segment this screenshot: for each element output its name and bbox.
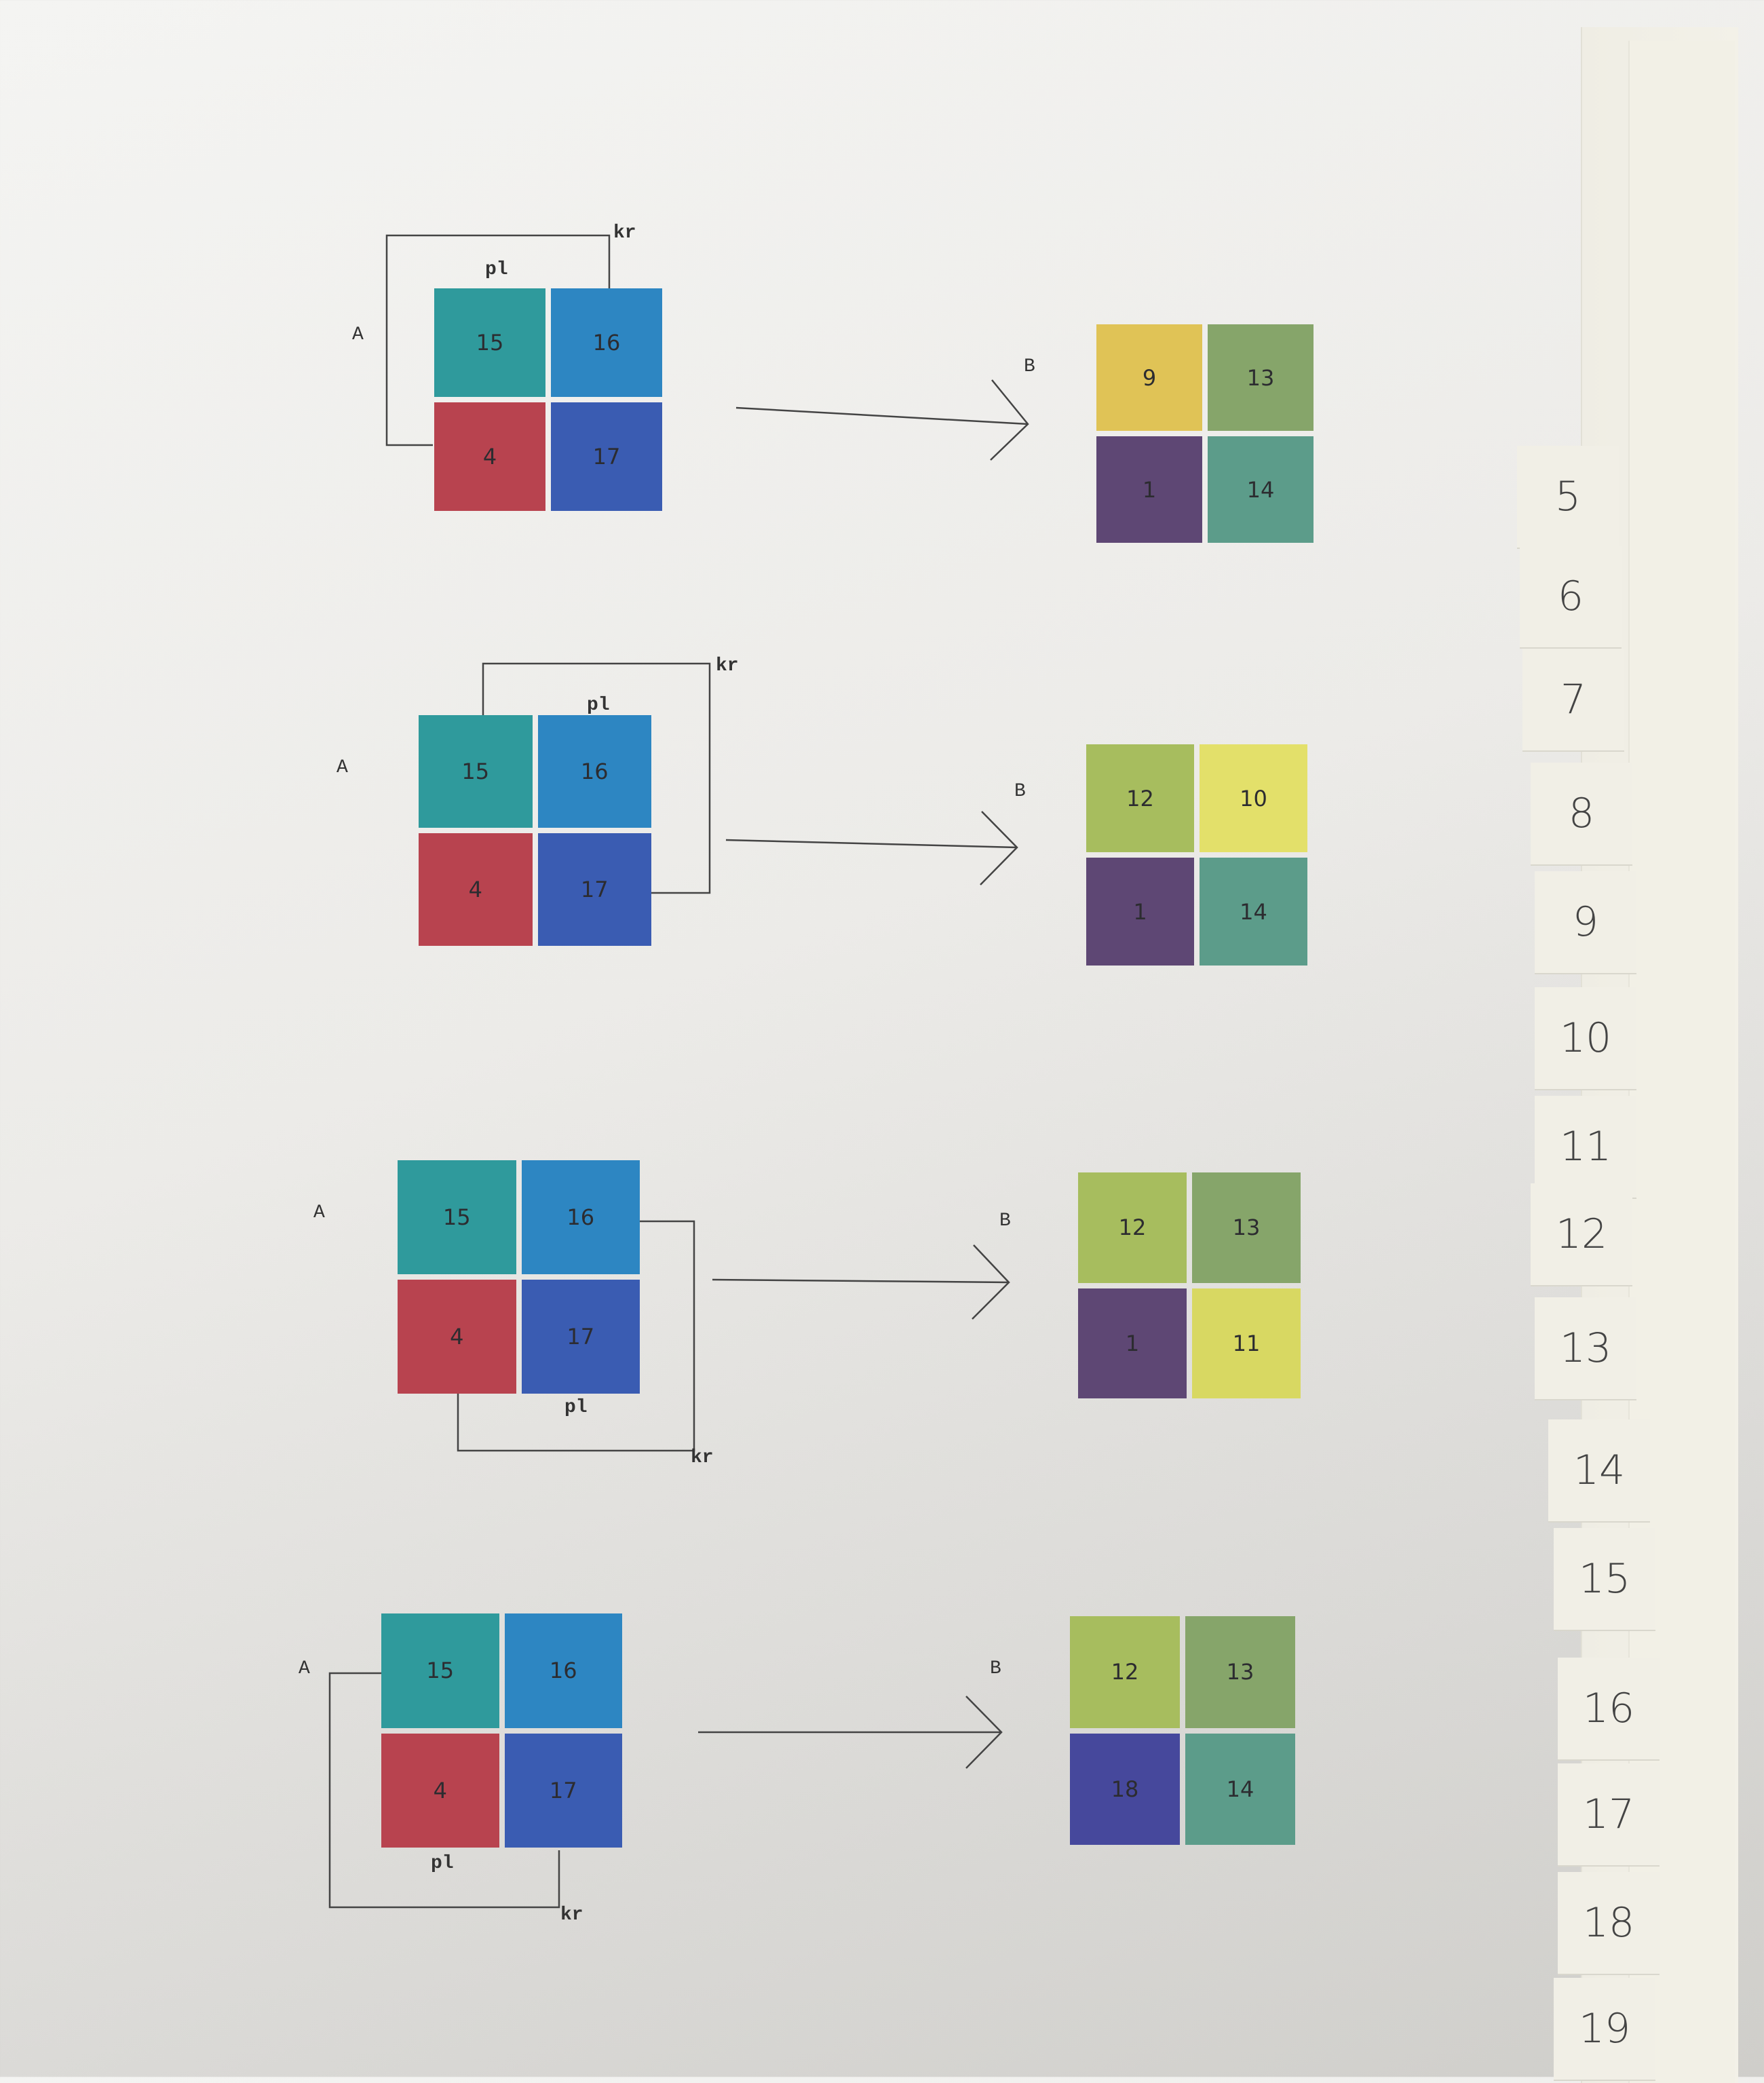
color-square-13: 13 xyxy=(1208,324,1314,431)
color-square-14: 14 xyxy=(1200,858,1307,966)
index-tab-15[interactable]: 15 xyxy=(1554,1528,1655,1631)
index-tab-16[interactable]: 16 xyxy=(1558,1658,1660,1761)
source-grid-row-4: 15 16 4 17 xyxy=(381,1613,622,1848)
arrow-row-1 xyxy=(735,379,1029,461)
color-square-16: 16 xyxy=(504,1613,622,1728)
label-a: A xyxy=(337,757,348,778)
color-square-13: 13 xyxy=(1192,1172,1301,1283)
arrow-row-4 xyxy=(698,1696,1003,1769)
color-square-1: 1 xyxy=(1096,436,1202,543)
color-square-16: 16 xyxy=(551,288,662,397)
color-square-16: 16 xyxy=(521,1160,640,1274)
target-grid-row-4: 12 13 18 14 xyxy=(1070,1616,1295,1845)
label-pl: pl xyxy=(587,695,610,716)
color-square-10: 10 xyxy=(1200,744,1307,852)
target-grid-row-2: 12 10 1 14 xyxy=(1086,744,1307,966)
color-square-12: 12 xyxy=(1070,1616,1180,1728)
index-tab-13[interactable]: 13 xyxy=(1535,1297,1636,1400)
bracket-row-1 xyxy=(385,234,611,446)
color-square-12: 12 xyxy=(1086,744,1194,852)
color-square-18: 18 xyxy=(1070,1733,1180,1845)
label-kr: kr xyxy=(560,1905,583,1926)
label-a: A xyxy=(352,324,364,345)
index-tab-17[interactable]: 17 xyxy=(1558,1763,1660,1867)
index-tab-11[interactable]: 11 xyxy=(1535,1096,1636,1199)
index-tab-5[interactable]: 5 xyxy=(1517,446,1619,549)
color-square-4: 4 xyxy=(398,1280,516,1394)
color-square-15: 15 xyxy=(398,1160,516,1274)
index-tab-9[interactable]: 9 xyxy=(1535,871,1636,974)
index-tab-19[interactable]: 19 xyxy=(1554,1978,1655,2081)
source-grid-row-2: 15 16 4 17 xyxy=(419,715,651,946)
color-square-17: 17 xyxy=(504,1733,622,1848)
label-b: B xyxy=(999,1210,1011,1231)
color-square-17: 17 xyxy=(551,402,662,511)
index-tab-10[interactable]: 10 xyxy=(1535,987,1636,1090)
color-square-15: 15 xyxy=(381,1613,499,1728)
target-grid-row-1: 9 13 1 14 xyxy=(1096,324,1314,543)
index-tab-7[interactable]: 7 xyxy=(1522,649,1624,752)
color-square-16: 16 xyxy=(537,715,651,828)
index-tab-8[interactable]: 8 xyxy=(1531,763,1632,866)
color-square-1: 1 xyxy=(1086,858,1194,966)
bracket-row-3 xyxy=(457,1220,695,1452)
bracket-row-4 xyxy=(328,1672,560,1909)
label-kr: kr xyxy=(716,655,739,676)
label-a: A xyxy=(299,1658,310,1679)
index-tab-14[interactable]: 14 xyxy=(1548,1419,1650,1523)
index-tab-12[interactable]: 12 xyxy=(1531,1183,1632,1286)
color-square-15: 15 xyxy=(419,715,533,828)
label-pl: pl xyxy=(485,259,508,280)
color-square-17: 17 xyxy=(521,1280,640,1394)
label-pl: pl xyxy=(431,1853,454,1874)
color-square-15: 15 xyxy=(434,288,545,397)
source-grid-row-1: 15 16 4 17 xyxy=(434,288,662,511)
color-square-11: 11 xyxy=(1192,1288,1301,1398)
label-a: A xyxy=(313,1202,325,1223)
bracket-row-2 xyxy=(482,662,711,894)
arrow-row-2 xyxy=(725,811,1018,885)
color-square-4: 4 xyxy=(381,1733,499,1848)
index-tab-6[interactable]: 6 xyxy=(1520,546,1622,649)
color-square-4: 4 xyxy=(434,402,545,511)
color-square-17: 17 xyxy=(537,833,651,946)
color-square-9: 9 xyxy=(1096,324,1202,431)
color-square-4: 4 xyxy=(419,833,533,946)
color-square-12: 12 xyxy=(1078,1172,1187,1283)
index-tab-18[interactable]: 18 xyxy=(1558,1872,1660,1975)
color-square-14: 14 xyxy=(1185,1733,1295,1845)
label-b: B xyxy=(990,1658,1001,1679)
label-b: B xyxy=(1014,781,1026,802)
label-kr: kr xyxy=(613,223,636,244)
source-grid-row-3: 15 16 4 17 xyxy=(398,1160,640,1394)
color-square-1: 1 xyxy=(1078,1288,1187,1398)
color-square-13: 13 xyxy=(1185,1616,1295,1728)
label-b: B xyxy=(1024,356,1035,377)
arrow-row-3 xyxy=(712,1244,1010,1320)
label-pl: pl xyxy=(564,1397,588,1418)
target-grid-row-3: 12 13 1 11 xyxy=(1078,1172,1301,1398)
label-kr: kr xyxy=(691,1447,714,1468)
color-square-14: 14 xyxy=(1208,436,1314,543)
